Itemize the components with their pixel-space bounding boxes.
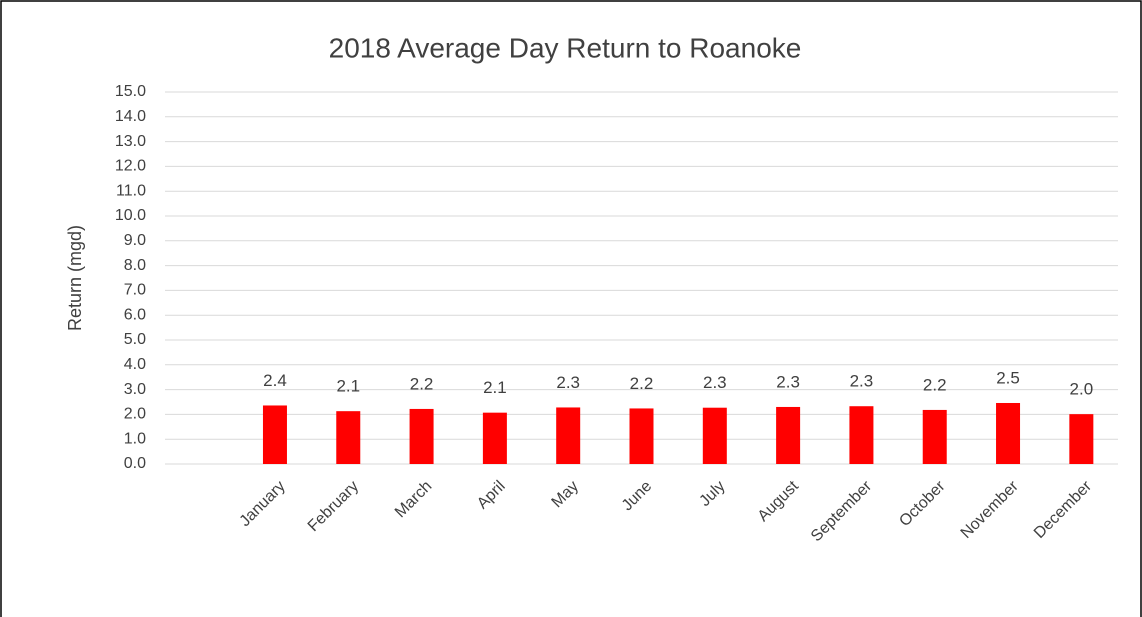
- x-tick-label: June: [619, 478, 656, 515]
- x-tick-label: January: [237, 478, 289, 530]
- data-label: 2.2: [630, 374, 654, 393]
- data-label: 2.3: [776, 372, 800, 391]
- data-label: 2.2: [410, 374, 434, 393]
- bar: [922, 409, 947, 464]
- bar: [996, 402, 1021, 464]
- y-tick-label: 8.0: [124, 257, 146, 274]
- bar: [702, 407, 727, 464]
- bar: [409, 408, 434, 464]
- bar: [556, 407, 581, 464]
- x-tick-label: July: [696, 478, 728, 510]
- x-tick-label: March: [392, 478, 435, 521]
- x-tick-label: August: [755, 477, 803, 525]
- data-label: 2.2: [923, 375, 947, 394]
- y-tick-label: 3.0: [124, 381, 146, 398]
- data-label: 2.1: [336, 377, 360, 396]
- x-tick-label: April: [474, 478, 509, 513]
- bar: [849, 406, 874, 464]
- y-tick-label: 4.0: [124, 356, 146, 373]
- y-tick-label: 14.0: [115, 108, 146, 125]
- bar: [336, 411, 361, 464]
- bar: [1069, 414, 1094, 464]
- y-tick-label: 11.0: [116, 182, 146, 199]
- x-tick-label: October: [896, 477, 949, 530]
- bar: [262, 405, 287, 464]
- y-tick-label: 12.0: [115, 158, 146, 175]
- y-tick-label: 5.0: [124, 331, 146, 348]
- data-label: 2.3: [703, 373, 727, 392]
- y-tick-label: 15.0: [115, 83, 146, 100]
- x-tick-label: February: [305, 478, 362, 535]
- x-tick-label: September: [808, 477, 876, 545]
- y-axis-label: Return (mgd): [65, 225, 85, 331]
- bar: [482, 412, 507, 464]
- y-tick-label: 2.0: [124, 406, 146, 423]
- y-tick-label: 13.0: [115, 133, 146, 150]
- y-tick-label: 7.0: [124, 282, 146, 299]
- data-label: 2.1: [483, 378, 507, 397]
- y-tick-label: 0.0: [124, 455, 146, 472]
- data-label: 2.3: [556, 373, 580, 392]
- x-tick-label: May: [549, 478, 582, 511]
- bar: [629, 408, 654, 464]
- y-tick-label: 9.0: [124, 232, 146, 249]
- y-tick-label: 1.0: [124, 430, 146, 447]
- y-tick-label: 6.0: [124, 306, 146, 323]
- data-label: 2.5: [996, 368, 1020, 387]
- chart-title: 2018 Average Day Return to Roanoke: [329, 32, 802, 63]
- bar: [776, 406, 801, 464]
- y-tick-label: 10.0: [115, 207, 146, 224]
- data-label: 2.4: [263, 371, 287, 390]
- data-label: 2.0: [1070, 380, 1094, 399]
- x-tick-label: December: [1031, 477, 1096, 542]
- x-tick-label: November: [958, 477, 1023, 542]
- data-label: 2.3: [850, 372, 874, 391]
